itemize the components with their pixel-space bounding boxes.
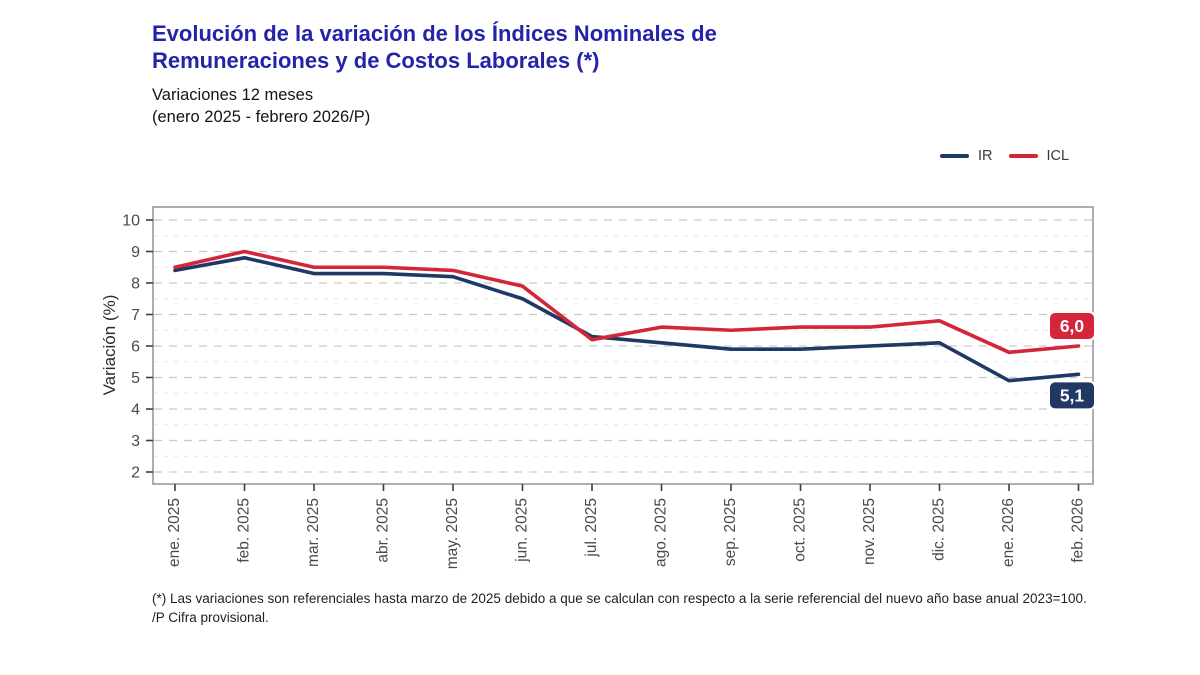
legend: IR ICL [940, 148, 1069, 164]
footnote: (*) Las variaciones son referenciales ha… [152, 589, 1087, 627]
footnote-line1: (*) Las variaciones son referenciales ha… [152, 591, 1087, 606]
end-label-badge-icl [1048, 311, 1096, 341]
end-label-text-ir: 5,1 [1060, 385, 1085, 405]
y-tick-label: 7 [131, 307, 140, 324]
y-tick-label: 5 [131, 370, 140, 387]
y-tick-label: 8 [131, 276, 140, 293]
legend-label-icl: ICL [1046, 148, 1070, 164]
x-tick-label: ene. 2026 [1000, 498, 1017, 567]
chart-title-line1: Evolución de la variación de los Índices… [152, 21, 717, 46]
x-tick-label: nov. 2025 [861, 498, 878, 565]
series-line-icl [173, 249, 1081, 355]
y-tick-label: 10 [122, 213, 140, 230]
legend-item-ir: IR [940, 148, 993, 164]
end-label-badge-ir [1048, 380, 1096, 411]
x-tick-label: sep. 2025 [722, 498, 739, 566]
x-tick-label: mar. 2025 [305, 498, 322, 567]
end-label-text-icl: 6,0 [1060, 316, 1085, 336]
x-tick-label: feb. 2026 [1070, 498, 1087, 563]
x-tick-label: jul. 2025 [583, 498, 600, 558]
chart-title: Evolución de la variación de los Índices… [152, 20, 717, 74]
x-tick-label: may. 2025 [444, 498, 461, 569]
y-tick-label: 4 [131, 402, 140, 419]
legend-item-icl: ICL [1008, 148, 1070, 164]
x-tick-label: abr. 2025 [375, 498, 392, 563]
x-tick-label: oct. 2025 [792, 498, 809, 562]
x-tick-label: feb. 2025 [236, 498, 253, 563]
footnote-line2: /P Cifra provisional. [152, 610, 269, 625]
icl-line-swatch [1008, 154, 1038, 158]
ir-line-swatch [940, 154, 969, 158]
x-tick-label: jun. 2025 [514, 498, 531, 563]
chart-subtitle: Variaciones 12 meses (enero 2025 - febre… [152, 84, 370, 128]
x-tick-label: ago. 2025 [653, 498, 670, 567]
chart-title-line2: Remuneraciones y de Costos Laborales (*) [152, 48, 600, 73]
y-tick-label: 9 [131, 244, 140, 261]
y-tick-label: 2 [131, 465, 140, 482]
x-tick-label: dic. 2025 [931, 498, 948, 561]
y-tick-label: 3 [131, 433, 140, 450]
chart-subtitle-line1: Variaciones 12 meses [152, 86, 314, 104]
y-tick-label: 6 [131, 339, 140, 356]
legend-label-ir: IR [978, 148, 993, 164]
chart-subtitle-line2: (enero 2025 - febrero 2026/P) [152, 108, 371, 126]
x-tick-label: ene. 2025 [166, 498, 183, 567]
series-line-ir [173, 255, 1081, 383]
